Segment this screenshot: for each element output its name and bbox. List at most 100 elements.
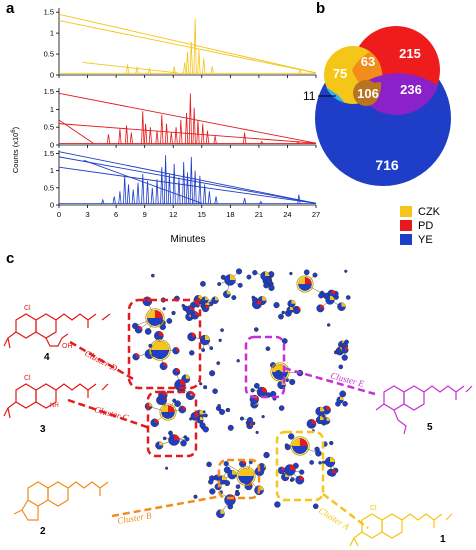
- network-node: [342, 401, 348, 407]
- chrom-peak: [125, 64, 130, 74]
- node-pie-slice: [148, 402, 153, 407]
- node-ring: [236, 466, 256, 486]
- chrom-peak: [177, 177, 181, 204]
- legend-swatch-ye: [400, 234, 412, 245]
- network-node: [247, 417, 253, 423]
- node-pie-slice: [262, 387, 267, 392]
- node-pie-slice: [345, 346, 349, 350]
- y-tick-label: 0: [50, 141, 54, 150]
- network-node: [235, 268, 243, 275]
- chrom-peak: [141, 174, 145, 204]
- cluster-b-label: Cluster B: [117, 510, 153, 526]
- network-node: [169, 433, 173, 437]
- node-pie-slice: [292, 438, 300, 446]
- y-tick-label: 1: [50, 29, 54, 38]
- node-ring: [296, 275, 314, 293]
- network-node: [172, 398, 177, 403]
- node-ring: [159, 403, 177, 421]
- network-node: [261, 414, 265, 419]
- gradient-line: [58, 92, 317, 144]
- network-node: [209, 370, 216, 377]
- network-node: [225, 407, 231, 413]
- network-node: [217, 403, 221, 408]
- chrom-peak: [202, 58, 206, 74]
- node-pie-slice: [138, 326, 143, 330]
- network-node: [273, 302, 280, 309]
- network-node: [202, 426, 209, 433]
- chrom-peak: [189, 41, 193, 74]
- node-pie-slice: [185, 374, 190, 379]
- network-node: [201, 348, 206, 353]
- network-node: [338, 364, 344, 370]
- node-pie-slice: [281, 466, 285, 471]
- cluster-a-leader: [322, 493, 369, 529]
- network-node: [174, 400, 181, 408]
- y-tick-label: 0.5: [44, 50, 54, 59]
- network-node: [223, 461, 229, 467]
- y-axis-label: Counts (x106): [11, 126, 20, 173]
- panel-c-letter: c: [6, 250, 15, 267]
- chrom-peak: [148, 127, 152, 144]
- node-ring: [149, 339, 171, 361]
- chrom-peak: [136, 182, 140, 204]
- chrom-peak: [243, 132, 247, 144]
- node-ring: [270, 362, 290, 382]
- chrom-peak: [145, 180, 150, 204]
- venn-label-pd-only: 215: [399, 46, 421, 61]
- venn-label-triple: 106: [357, 86, 379, 101]
- network-node: [274, 501, 281, 508]
- network-node: [255, 430, 259, 435]
- chrom-peak: [126, 184, 131, 204]
- network-node: [200, 281, 206, 287]
- node-pie-slice: [174, 434, 180, 440]
- chrom-peak: [129, 132, 133, 144]
- node-pie-slice: [332, 469, 337, 473]
- network-node: [266, 277, 272, 284]
- chrom-peak: [198, 175, 202, 204]
- network-node: [303, 269, 310, 276]
- node-pie-slice: [330, 457, 335, 462]
- chrom-peak: [169, 132, 173, 144]
- chrom-peak: [182, 162, 186, 204]
- compound-5-number: 5: [427, 422, 433, 433]
- chrom-peak: [296, 140, 300, 144]
- gradient-line: [58, 20, 317, 74]
- network-node: [290, 477, 295, 482]
- network-node: [190, 301, 197, 309]
- chrom-peak: [141, 111, 145, 144]
- chrom-peak: [183, 62, 187, 74]
- structure-2: [13, 481, 109, 521]
- network-node: [268, 284, 275, 291]
- y-tick-label: 0: [50, 71, 54, 80]
- network-node: [263, 282, 269, 289]
- network-node: [148, 343, 153, 348]
- chrom-peak: [118, 128, 122, 144]
- node-pie-slice: [341, 302, 346, 307]
- legend-label-ye: YE: [418, 234, 433, 246]
- structure-3-nh: NH: [50, 403, 59, 409]
- network-node: [288, 433, 295, 440]
- network-node: [208, 479, 214, 485]
- cluster-d-box: [127, 298, 202, 390]
- network-node: [345, 295, 351, 300]
- structure-1-cl: Cl: [370, 505, 377, 512]
- network-node: [252, 270, 258, 276]
- network-node: [294, 306, 299, 311]
- compound-1-number: 1: [440, 534, 446, 545]
- cluster-a-label: Cluster A: [317, 505, 352, 532]
- cluster-c-label: Cluster C: [93, 404, 130, 423]
- node-pie-slice: [331, 289, 336, 294]
- network-node: [216, 361, 221, 366]
- cluster-b-leader: [111, 494, 223, 518]
- node-pie-slice: [182, 405, 186, 410]
- cluster-e-box: [244, 335, 286, 399]
- venn-label-cz-pd: 63: [361, 54, 375, 69]
- y-tick-label: 0.5: [44, 183, 54, 192]
- network-node: [278, 313, 284, 320]
- node-pie-slice: [205, 296, 209, 300]
- chrom-peak: [147, 67, 152, 74]
- network-node: [246, 274, 252, 280]
- y-tick-label: 1.5: [44, 8, 54, 17]
- network-node: [217, 282, 222, 287]
- y-tick-label: 0.5: [44, 123, 54, 132]
